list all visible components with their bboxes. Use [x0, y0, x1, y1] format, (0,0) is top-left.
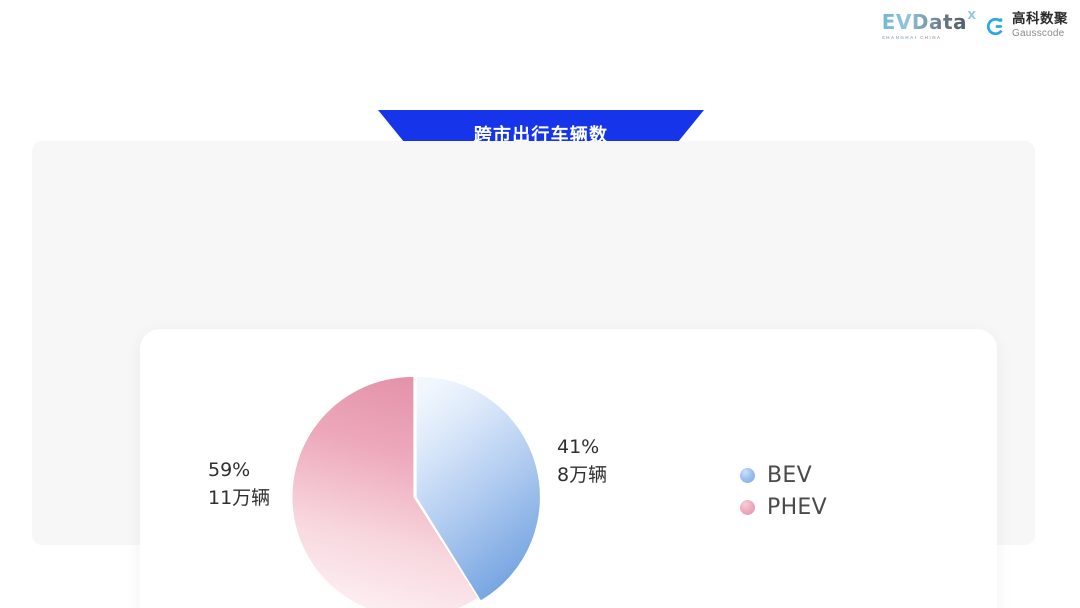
chart-card: 59% 11万辆 41% 8万辆 BEV PHEV: [140, 329, 997, 608]
pie-label-bev-value: 8万辆: [557, 463, 608, 486]
pie-label-phev: 59% 11万辆: [208, 457, 270, 512]
pie-slice-phev[interactable]: [292, 376, 478, 608]
gausscode-text: 高科数聚 Gausscode: [1012, 13, 1068, 39]
page-title: 跨市出行车辆数: [473, 125, 609, 146]
legend-dot-bev-icon: [740, 468, 755, 483]
evdata-superscript-x-icon: X: [967, 9, 976, 22]
legend-item-phev[interactable]: PHEV: [740, 495, 827, 520]
gausscode-name-en: Gausscode: [1012, 27, 1065, 39]
pie-label-bev: 41% 8万辆: [557, 434, 607, 489]
evdata-logo-icon: EVData X SHANGHAI CHINA: [881, 9, 976, 40]
legend-label-phev: PHEV: [767, 495, 827, 520]
gausscode-name-cn: 高科数聚: [1012, 11, 1068, 28]
pie-label-phev-value: 11万辆: [208, 486, 271, 509]
content-panel: 59% 11万辆 41% 8万辆 BEV PHEV: [32, 141, 1035, 608]
evdata-tagline: SHANGHAI CHINA: [882, 35, 942, 40]
evdata-tagline-country: CHINA: [920, 35, 942, 40]
gausscode-g-mark-icon: [986, 17, 1003, 35]
legend-dot-phev-icon: [740, 500, 755, 515]
pie-chart: 59% 11万辆 41% 8万辆 BEV PHEV: [140, 329, 997, 608]
evdata-tagline-city: SHANGHAI: [881, 35, 918, 40]
evdata-wordmark: EVData: [881, 10, 967, 34]
brand-bar: EVData X SHANGHAI CHINA 高科数聚 Gausscode: [881, 9, 1068, 40]
pie-slice-bev[interactable]: [416, 376, 540, 601]
gausscode-logo: 高科数聚 Gausscode: [985, 13, 1068, 39]
pie-label-phev-percent: 59%: [208, 459, 251, 481]
pie-chart-svg: [292, 376, 540, 608]
chart-legend: BEV PHEV: [740, 463, 827, 520]
pie-label-bev-percent: 41%: [557, 436, 600, 458]
legend-item-bev[interactable]: BEV: [740, 463, 827, 488]
legend-label-bev: BEV: [767, 463, 812, 488]
